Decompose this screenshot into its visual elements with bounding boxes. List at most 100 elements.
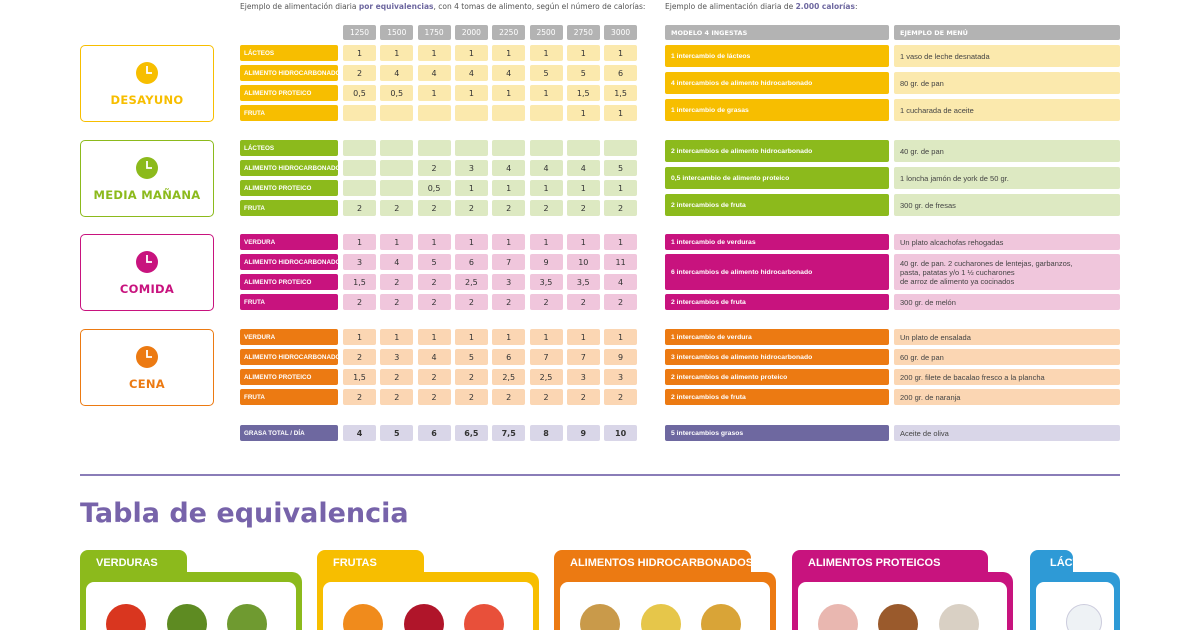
cell: 2,5 [492,369,526,385]
meal-name: COMIDA [119,282,175,296]
clock-icon [136,62,158,84]
menu-example-line: 40 gr. de pan. 2 cucharones de lentejas,… [900,258,1073,268]
caption-part: por equivalencias [358,2,434,11]
caption-part: : [854,2,858,11]
cell: 3 [454,160,488,176]
menu-exchange: 1 intercambio de lácteos [665,45,889,67]
cell: 4 [417,349,451,365]
cell: 2 [343,389,376,405]
cell: 2 [454,294,488,310]
menu-exchange: 0,5 intercambio de alimento proteico [665,167,889,189]
total-cell: 6 [417,425,451,441]
cell: 1 [529,180,563,196]
cell [566,140,600,156]
menu-exchange: 4 intercambios de alimento hidrocarbonad… [665,72,889,94]
cell: 3 [604,369,638,385]
menu-exchange: 6 intercambios de alimento hidrocarbonad… [665,254,889,290]
menu-example-line: 300 gr. de fresas [900,200,956,210]
cell: 5 [604,160,638,176]
cell: 5 [529,65,563,81]
cell: 2 [492,389,526,405]
cell: 0,5 [343,85,376,101]
cell: 1 [604,180,638,196]
food-image [403,604,444,630]
total-cell: 10 [604,425,638,441]
cell: 2 [417,294,451,310]
menu-example-line: 40 gr. de pan [900,146,944,156]
menu-exchange: 2 intercambios de fruta [665,389,889,405]
cell: 2 [566,389,600,405]
menu-example-line: 200 gr. filete de bacalao fresco a la pl… [900,372,1045,382]
food-image [106,604,146,630]
cell: 7 [529,349,563,365]
menu-example-line: 80 gr. de pan [900,78,944,88]
cell: 4 [529,160,563,176]
cell: 1 [566,105,600,121]
cell: 10 [566,254,600,270]
cell: 6 [454,254,488,270]
row-label: ALIMENTO HIDROCARBONADO [240,349,340,365]
food-image [701,604,742,630]
group-panel [323,582,533,630]
menu-example: 40 gr. de pan [894,140,1120,162]
cell [529,140,563,156]
menu-exchange: 1 intercambio de verduras [665,234,889,250]
total-cell: 9 [566,425,600,441]
cell: 4 [380,65,414,81]
caption-part: Ejemplo de alimentación diaria de [665,2,796,11]
menu-exchange: 2 intercambios de alimento proteico [665,369,889,385]
clock-icon [136,346,158,368]
group-panel [560,582,770,630]
cell [380,105,414,121]
meal-box: CENA [80,329,214,406]
section-title: Tabla de equivalencia [80,498,409,529]
cell: 7 [566,349,600,365]
cell: 5 [566,65,600,81]
cell: 2 [343,349,376,365]
cell [343,140,376,156]
food-image [878,604,919,630]
row-label: LÁCTEOS [240,140,338,156]
cell: 3 [343,254,376,270]
row-label: ALIMENTO HIDROCARBONADO [240,254,340,270]
cell: 2 [417,200,451,216]
cell: 3 [380,349,414,365]
clock-icon [136,157,158,179]
left-caption: Ejemplo de alimentación diaria por equiv… [240,2,645,12]
menu-example-line: 60 gr. de pan [900,352,944,362]
cell: 2 [380,389,414,405]
cell: 3 [566,369,600,385]
cell: 1 [417,234,451,250]
total-cell: 7,5 [492,425,526,441]
cell: 4 [454,65,488,81]
cell: 1 [529,85,563,101]
caption-part: Ejemplo de alimentación diaria [240,2,359,11]
cell: 9 [604,349,638,365]
meal-box: DESAYUNO [80,45,214,122]
menu-example: 200 gr. de naranja [894,389,1120,405]
cell: 4 [380,254,414,270]
menu-example-line: Aceite de oliva [900,428,949,438]
cell: 2 [604,294,638,310]
food-image [227,604,268,630]
total-cell: 4 [343,425,376,441]
cell [343,160,376,176]
cell: 1 [380,234,414,250]
menu-example-line: Un plato alcachofas rehogadas [900,237,1004,247]
calorie-header: 2750 [566,25,600,40]
menu-header: EJEMPLO DE MENÚ [894,25,1120,40]
cell [343,180,376,196]
cell [417,140,451,156]
menu-example-line: 300 gr. de melón [900,297,956,307]
cell: 1 [529,234,563,250]
menu-example: 1 vaso de leche desnatada [894,45,1120,67]
meal-name: DESAYUNO [110,93,184,107]
row-label: FRUTA [240,389,338,405]
cell: 2 [343,65,376,81]
cell: 2 [529,294,563,310]
group-tab: ALIMENTOS PROTEICOS [792,550,989,576]
cell: 2 [454,369,488,385]
row-label: ALIMENTO PROTEICO [240,369,338,385]
meal-icon [135,156,159,184]
calorie-header: 2500 [529,25,563,40]
